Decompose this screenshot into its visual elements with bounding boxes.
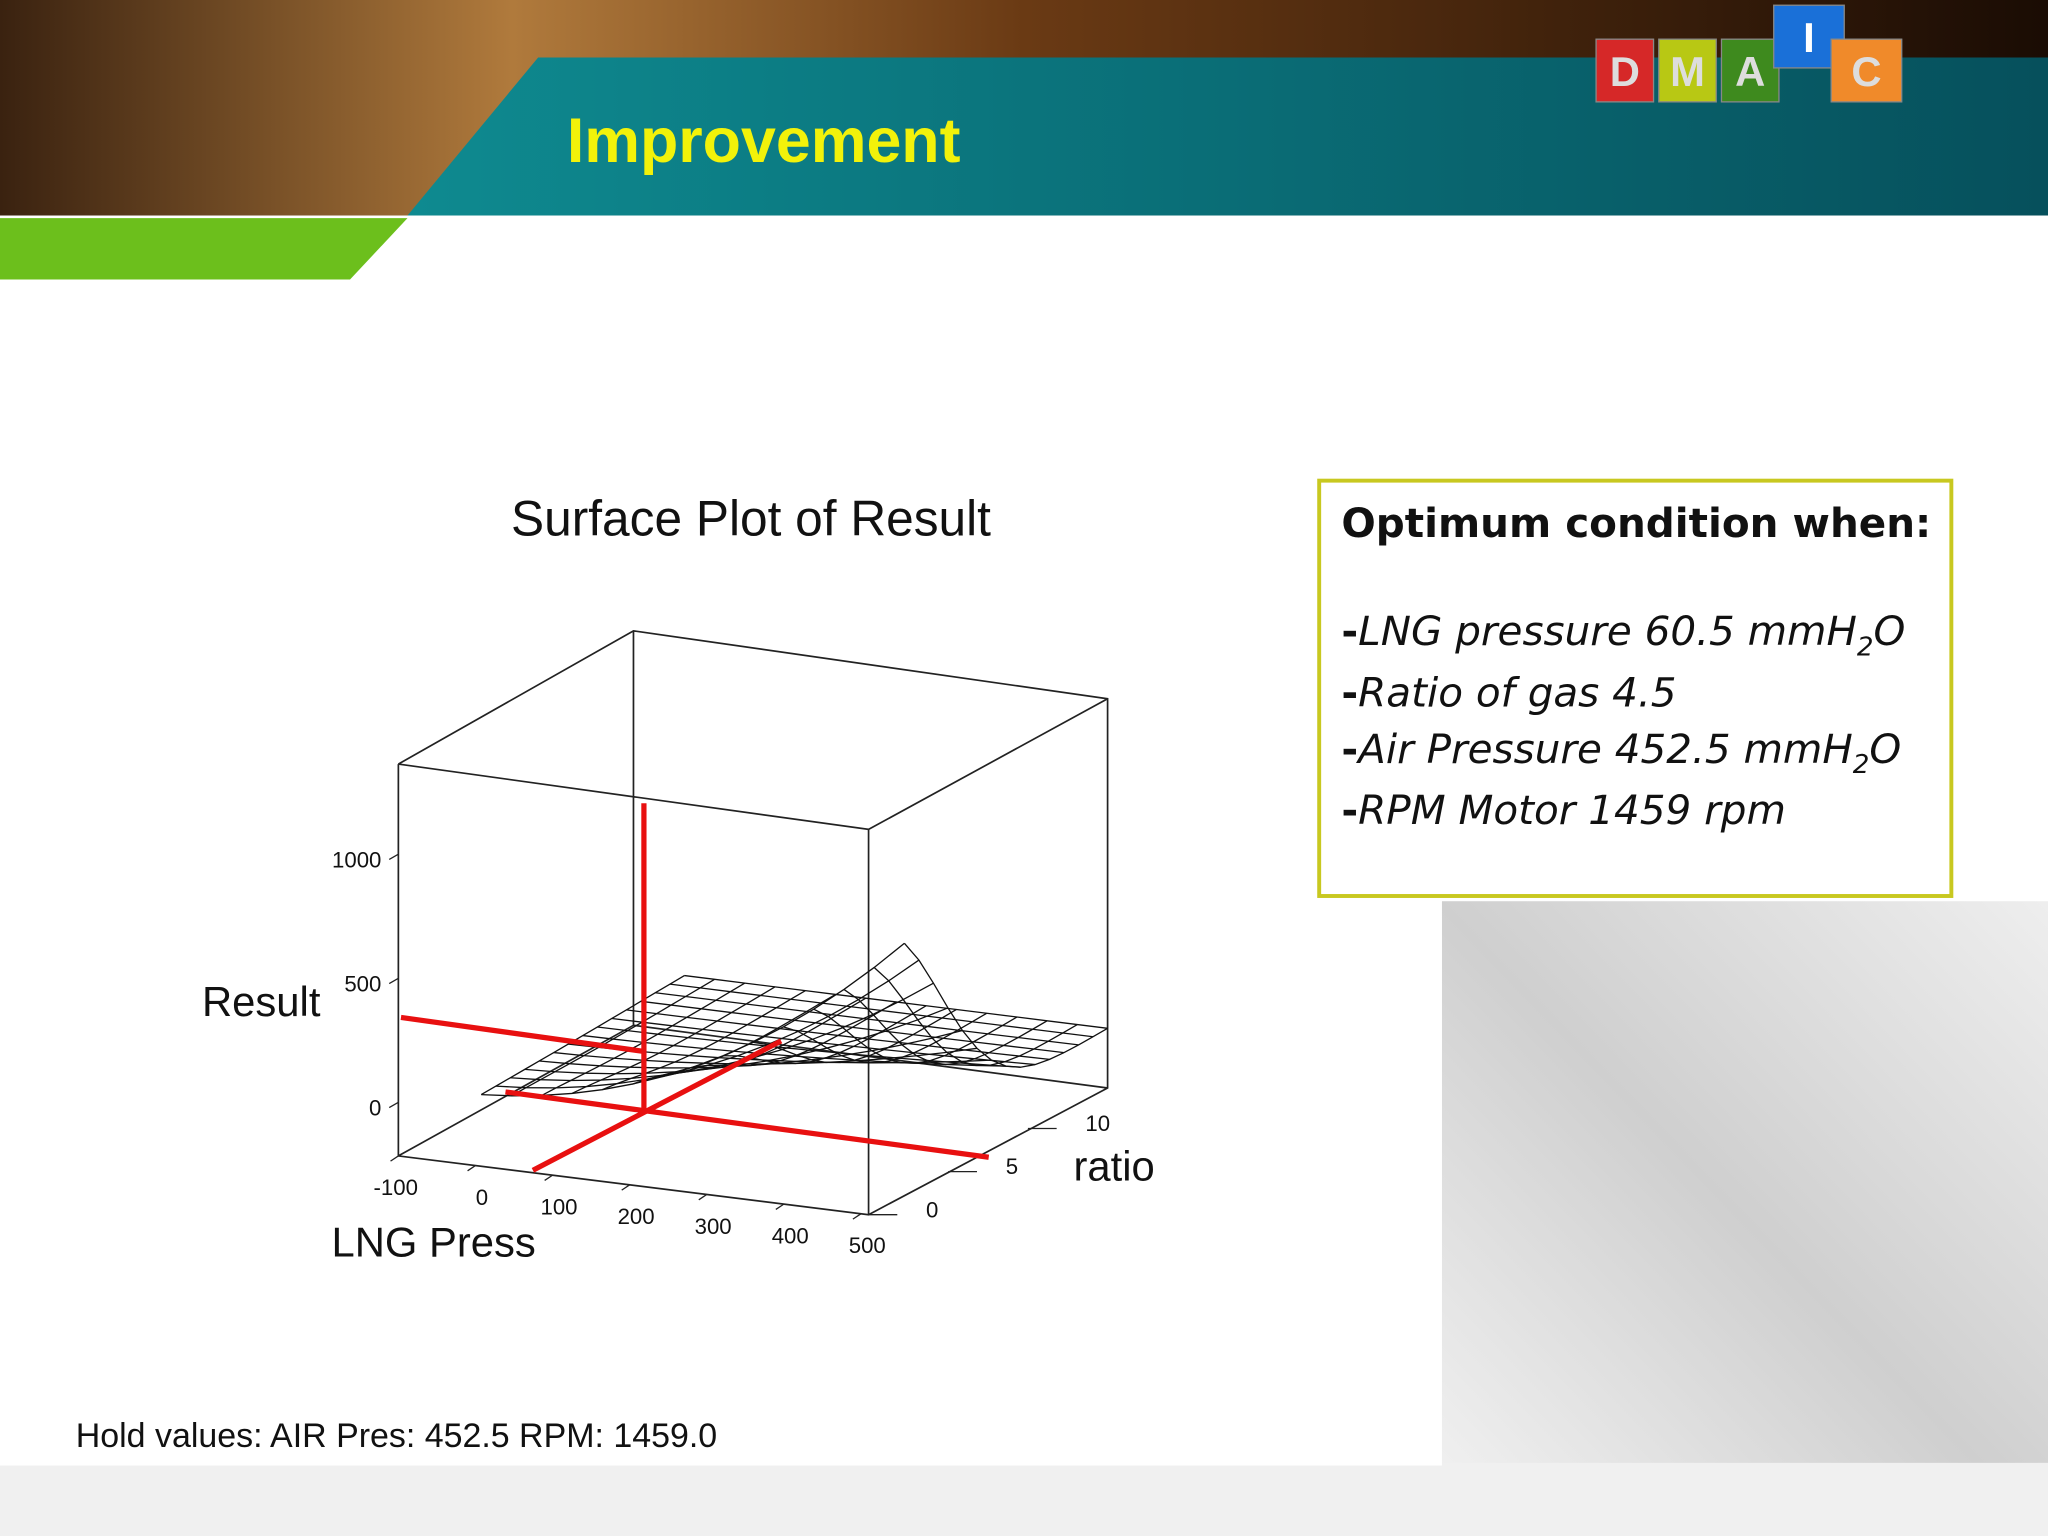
logo-letter: D <box>1610 48 1640 95</box>
hold-values: Hold values: AIR Pres: 452.5 RPM: 1459.0 <box>76 1417 717 1455</box>
tick-mark <box>390 1155 399 1162</box>
mesh-line <box>655 992 1079 1046</box>
surface-mesh <box>480 942 1108 1097</box>
mesh-line <box>723 1005 927 1065</box>
tick-mark <box>775 1203 785 1211</box>
mesh-line <box>640 1000 1065 1054</box>
item-tail: O <box>1874 607 1906 655</box>
note-box <box>1317 478 1954 898</box>
logo: D M AIC <box>1595 4 1903 103</box>
tick-mark <box>388 1101 399 1109</box>
item-text: Ratio of gas 4.5 <box>1358 669 1676 717</box>
note-item: -Ratio of gas 4.5 <box>1341 669 1676 717</box>
mesh-line <box>783 1012 988 1064</box>
mesh-line <box>582 1034 1007 1067</box>
logo-tile <box>1658 38 1717 103</box>
note-items: -LNG pressure 60.5 mmH2O-Ratio of gas 4.… <box>1341 607 1905 834</box>
x-tick-label: 300 <box>695 1214 732 1239</box>
mesh-line <box>813 1008 1018 1064</box>
z-tick-label: 0 <box>369 1095 381 1120</box>
x-axis-label: LNG Press <box>331 1218 535 1265</box>
z-tick-label: 1000 <box>332 847 381 872</box>
content-bg <box>0 287 1442 1466</box>
note-item: -Air Pressure 452.5 mmH2O <box>1341 725 1901 780</box>
y-axis-label: ratio <box>1073 1143 1154 1190</box>
tick-mark <box>388 853 399 860</box>
item-tail: O <box>1869 725 1901 773</box>
slide-title: Improvement <box>567 106 961 176</box>
green-strip <box>0 218 408 280</box>
note-heading: Optimum condition when: <box>1341 499 1931 547</box>
note-item: -RPM Motor 1459 rpm <box>1341 786 1786 834</box>
mesh-line <box>597 1026 1021 1068</box>
mesh-line <box>684 974 1108 1029</box>
tick-mark <box>388 977 399 985</box>
axis-ticks: 0 500 1000 -100 0 100 200 300 400 500 0 5 10 <box>332 847 1110 1258</box>
tick-mark <box>544 1174 553 1182</box>
item-dash: - <box>1341 725 1358 773</box>
item-subscript: 2 <box>1857 633 1874 663</box>
x-tick-label: 100 <box>541 1194 578 1219</box>
logo-letter: C <box>1851 48 1881 95</box>
mesh-line <box>626 1009 1050 1061</box>
item-dash: - <box>1341 607 1358 655</box>
item-subscript: 2 <box>1853 750 1870 780</box>
z-axis-label: Result <box>202 978 321 1025</box>
logo-letter: I <box>1803 14 1815 61</box>
item-dash: - <box>1341 669 1358 717</box>
tick-mark <box>467 1165 476 1172</box>
tick-mark <box>621 1184 630 1191</box>
logo-tile <box>1830 38 1903 103</box>
tick-mark <box>698 1194 707 1201</box>
item-dash: - <box>1341 786 1358 834</box>
tick-mark <box>852 1213 862 1220</box>
item-text: RPM Motor 1459 rpm <box>1358 786 1786 834</box>
logo-letter: M <box>1670 48 1705 95</box>
note-item: -LNG pressure 60.5 mmH2O <box>1341 607 1905 662</box>
logo-tile <box>1720 38 1780 103</box>
background-image <box>1436 901 2048 1536</box>
logo-tile <box>1595 38 1655 103</box>
item-text: LNG pressure 60.5 mmH <box>1358 607 1857 655</box>
mesh-line <box>669 983 1094 1038</box>
item-text: Air Pressure 452.5 mmH <box>1355 725 1853 773</box>
optimum-lines <box>400 803 990 1173</box>
y-tick-label: 10 <box>1085 1111 1110 1136</box>
y-tick-label: 0 <box>926 1197 938 1222</box>
mesh-line <box>903 942 1108 1068</box>
z-tick-label: 500 <box>344 971 381 996</box>
plot-title: Surface Plot of Result <box>511 491 991 547</box>
x-tick-label: -100 <box>374 1175 418 1200</box>
x-tick-label: 200 <box>618 1204 655 1229</box>
mesh-line <box>873 966 1078 1067</box>
background-image <box>0 1462 2048 1536</box>
y-tick-label: 5 <box>1006 1154 1018 1179</box>
x-tick-label: 500 <box>849 1233 886 1258</box>
mesh-line <box>611 1017 1036 1066</box>
logo-letter: A <box>1735 48 1765 95</box>
x-tick-label: 0 <box>476 1185 488 1210</box>
x-tick-label: 400 <box>772 1223 809 1248</box>
